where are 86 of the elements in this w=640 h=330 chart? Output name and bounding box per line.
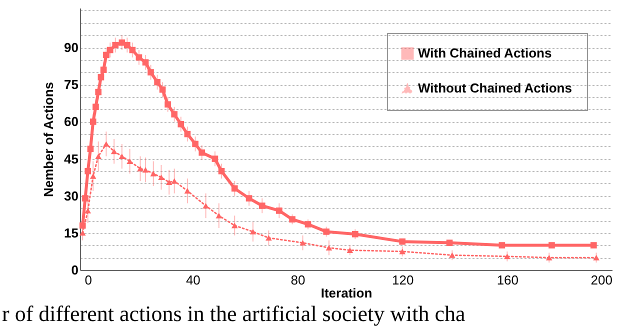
point bbox=[154, 78, 160, 86]
point bbox=[136, 54, 142, 61]
point bbox=[212, 156, 218, 162]
point bbox=[446, 240, 453, 246]
point bbox=[198, 149, 206, 156]
x-tick-label: 120 bbox=[392, 272, 414, 288]
y-axis-title: Nember of Actions bbox=[41, 82, 56, 198]
x-tick-label: 80 bbox=[290, 272, 306, 288]
point bbox=[148, 69, 154, 76]
point bbox=[142, 59, 149, 66]
x-tick-label: 200 bbox=[590, 272, 612, 288]
point bbox=[110, 148, 118, 154]
x-tick-label: 160 bbox=[496, 272, 519, 288]
point bbox=[126, 158, 133, 164]
point bbox=[124, 42, 130, 48]
point bbox=[129, 46, 136, 54]
point bbox=[304, 221, 312, 228]
point bbox=[323, 228, 330, 235]
point bbox=[98, 74, 104, 80]
point bbox=[231, 222, 238, 228]
point bbox=[79, 222, 86, 229]
point bbox=[90, 173, 96, 179]
point bbox=[84, 208, 92, 214]
point bbox=[142, 167, 149, 173]
point bbox=[106, 46, 114, 54]
point bbox=[118, 154, 126, 160]
point bbox=[352, 231, 358, 238]
point bbox=[300, 240, 306, 246]
point bbox=[84, 168, 92, 174]
point bbox=[184, 188, 191, 194]
point bbox=[258, 202, 266, 209]
point bbox=[216, 212, 222, 218]
point bbox=[326, 245, 332, 250]
legend-label: Without Chained Actions bbox=[418, 80, 572, 96]
point bbox=[158, 174, 164, 180]
y-tick-label: 15 bbox=[64, 225, 78, 240]
point bbox=[448, 252, 456, 258]
point bbox=[289, 216, 296, 222]
point bbox=[87, 146, 94, 152]
point bbox=[95, 154, 102, 160]
x-tick-label: 0 bbox=[84, 272, 92, 288]
point bbox=[171, 111, 178, 118]
point bbox=[399, 248, 406, 254]
point bbox=[184, 130, 191, 138]
point bbox=[504, 254, 510, 260]
point bbox=[202, 202, 209, 208]
point bbox=[546, 254, 552, 260]
point bbox=[90, 118, 96, 125]
point bbox=[92, 104, 99, 110]
point bbox=[79, 230, 86, 236]
point bbox=[112, 42, 119, 48]
point bbox=[159, 86, 166, 93]
text: r of different actions in the artificial society with cha bbox=[2, 301, 466, 326]
y-tick-label: 90 bbox=[64, 40, 78, 56]
point bbox=[590, 242, 597, 248]
point bbox=[276, 208, 282, 214]
y-tick-label: 0 bbox=[71, 262, 78, 278]
point bbox=[164, 101, 171, 108]
point bbox=[95, 88, 102, 96]
x-tick-label: 40 bbox=[186, 272, 200, 288]
point bbox=[103, 141, 110, 147]
point bbox=[178, 121, 184, 128]
point bbox=[100, 66, 107, 73]
point bbox=[266, 235, 272, 241]
point bbox=[231, 185, 238, 192]
legend-label: With Chained Actions bbox=[418, 46, 552, 60]
y-tick-label: 30 bbox=[64, 188, 78, 204]
x-axis-title: Iteration bbox=[320, 286, 372, 300]
point bbox=[498, 242, 506, 248]
point bbox=[192, 140, 198, 148]
y-tick-label: 45 bbox=[64, 151, 78, 166]
point bbox=[548, 242, 555, 248]
point bbox=[82, 195, 88, 202]
y-tick-label: 75 bbox=[64, 77, 78, 92]
point bbox=[171, 178, 178, 184]
point bbox=[150, 170, 157, 176]
point bbox=[593, 254, 600, 260]
y-tick-label: 60 bbox=[64, 114, 78, 130]
point bbox=[103, 52, 110, 58]
point bbox=[137, 166, 144, 172]
point bbox=[166, 180, 172, 185]
point bbox=[399, 238, 406, 245]
point bbox=[218, 168, 225, 174]
point bbox=[246, 195, 252, 202]
point bbox=[250, 228, 256, 234]
point bbox=[346, 247, 354, 253]
